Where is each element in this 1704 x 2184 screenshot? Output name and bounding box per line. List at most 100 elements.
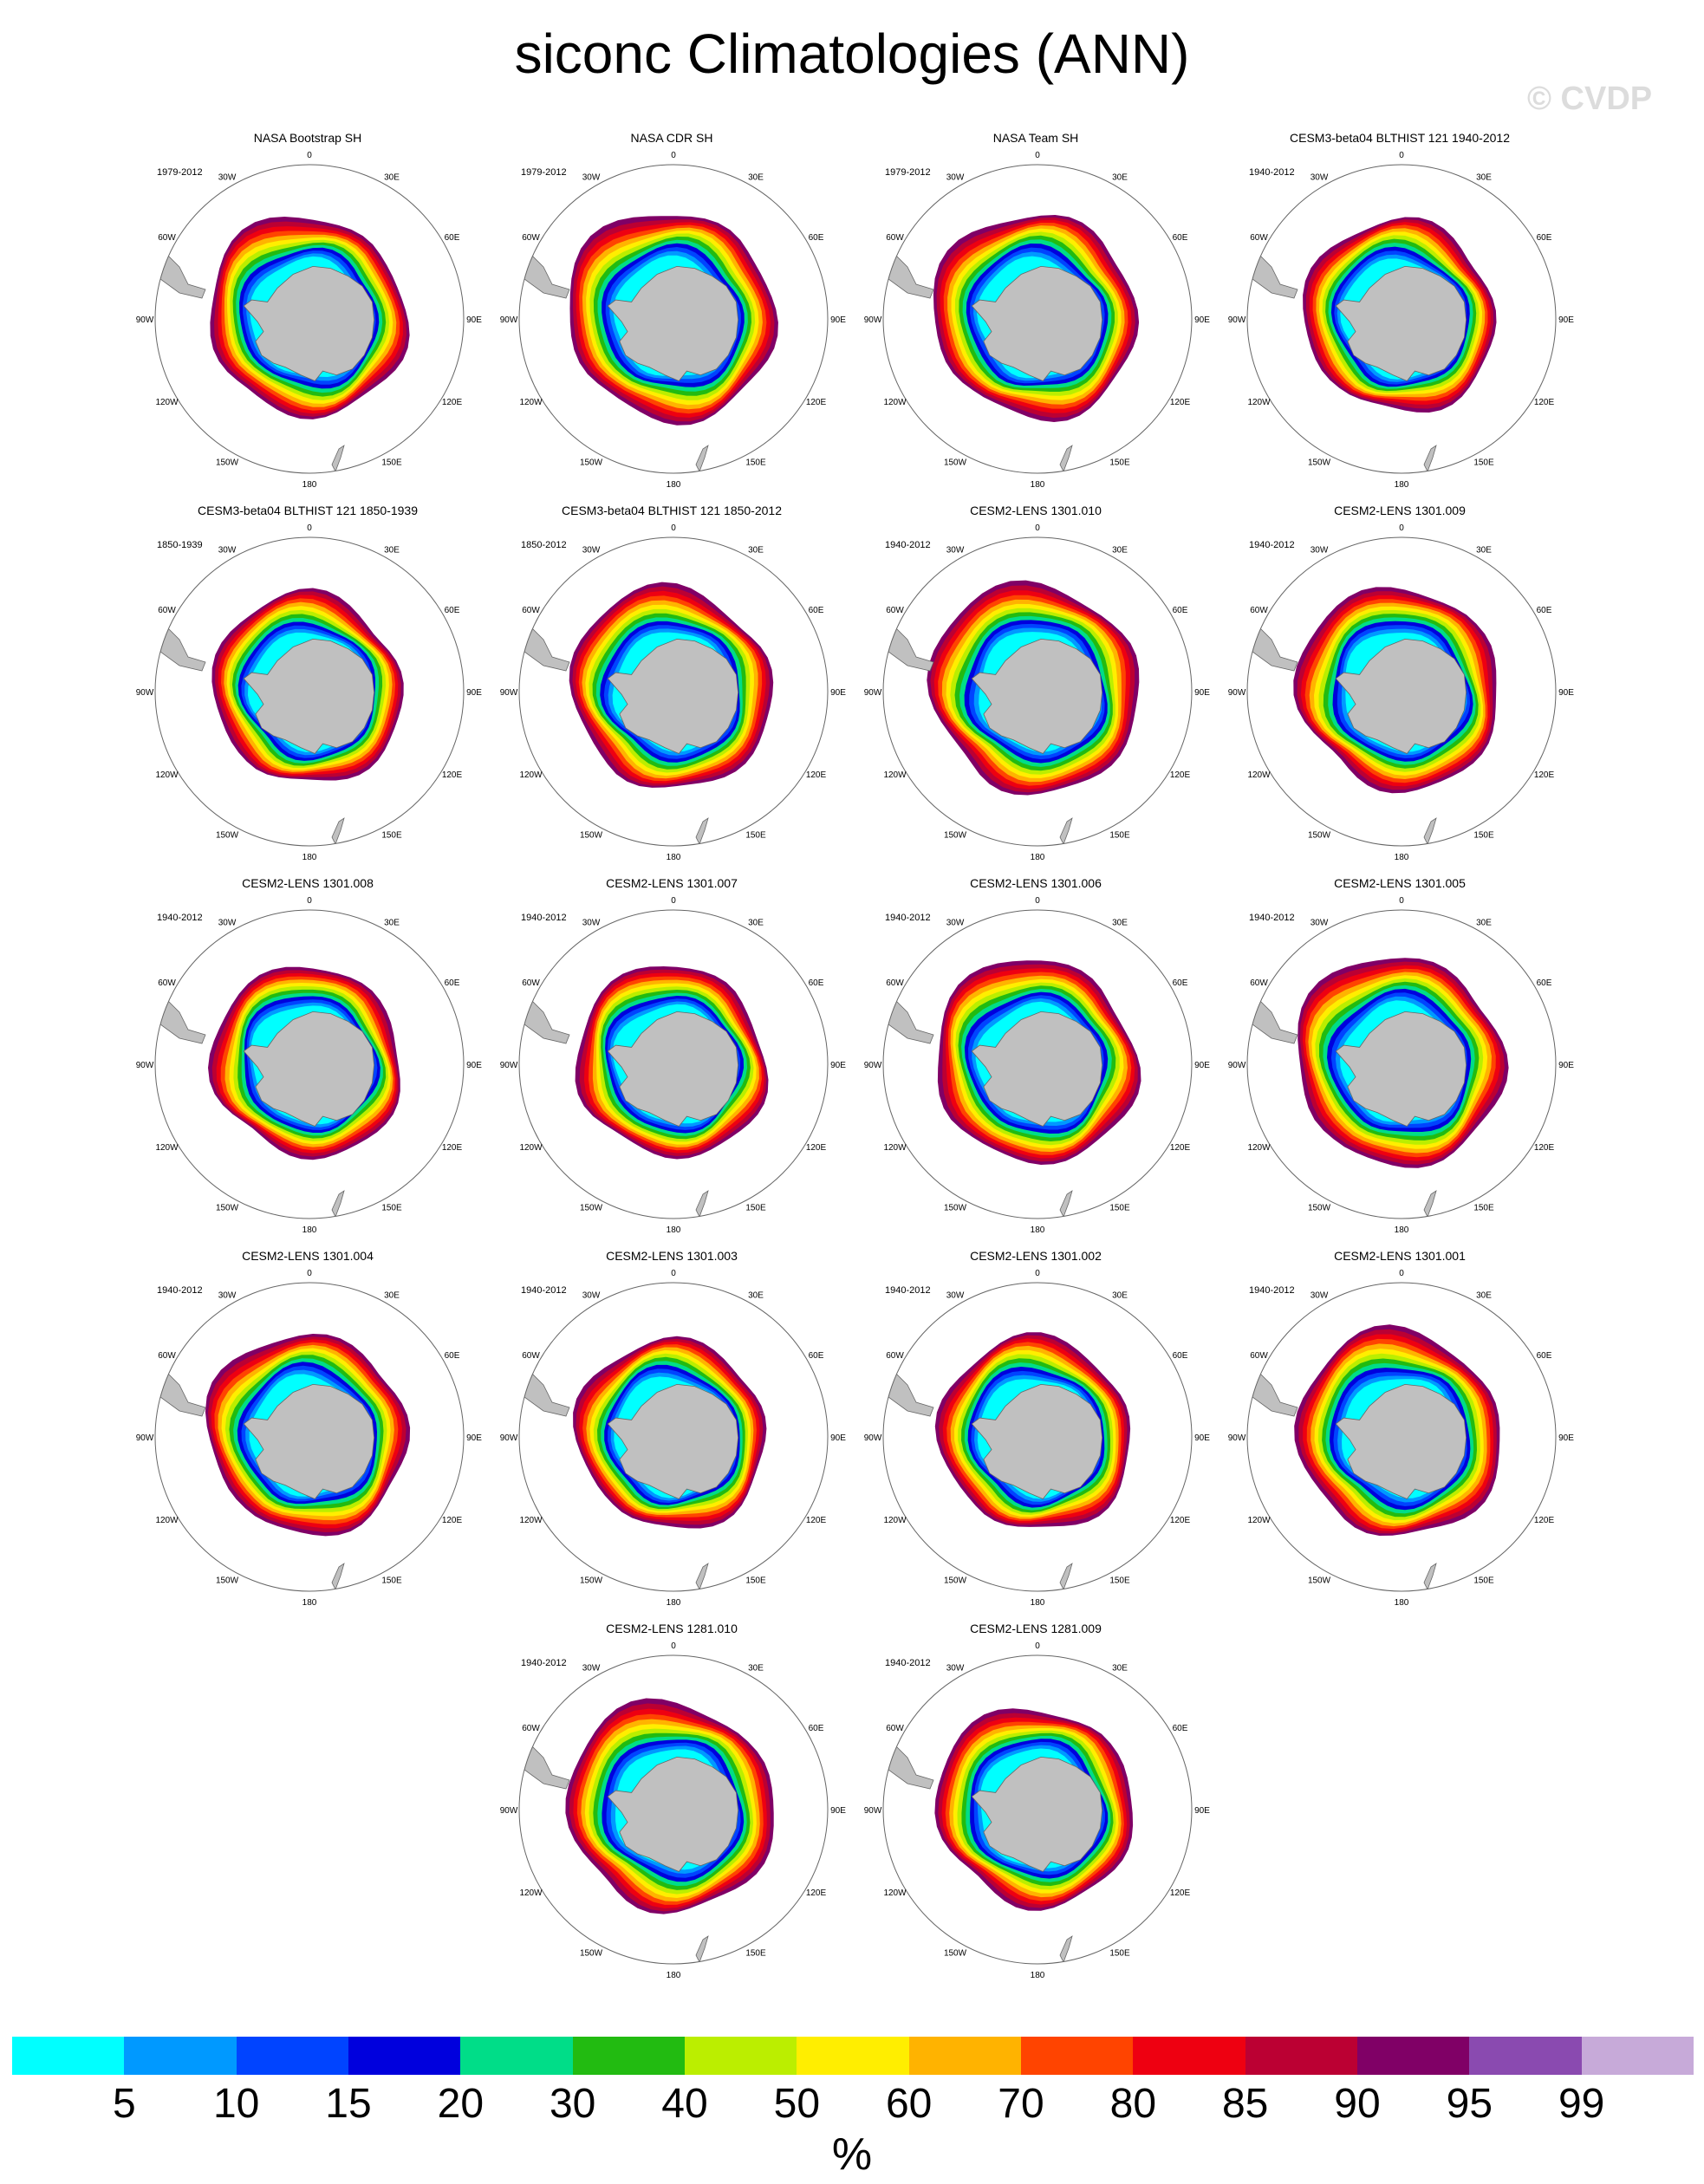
antarctica-landmass [243,638,375,754]
longitude-label: 30E [1112,919,1128,928]
longitude-label: 0 [1035,523,1040,533]
longitude-label: 30W [582,173,601,183]
longitude-label: 90E [1558,688,1574,698]
longitude-label: 120E [806,770,827,780]
longitude-label: 30W [218,173,237,183]
longitude-label: 60E [1173,606,1188,615]
longitude-label: 120E [1170,1516,1191,1525]
map-boundary [154,536,465,847]
antarctica-landmass [243,265,375,381]
longitude-label: 90W [1228,315,1246,325]
longitude-label: 30W [1311,919,1329,928]
longitude-label: 150E [745,831,766,841]
tasmania-landmass [778,1556,796,1573]
panel-period: 1940-2012 [1249,1285,1295,1296]
map-panel: CESM3-beta04 BLTHIST 121 1940-2012 1940-2… [1218,130,1582,503]
map-boundary [1246,536,1557,847]
longitude-label: 30W [946,546,965,556]
map-panel: CESM2-LENS 1301.010 1940-2012 0 30E 60E 90E 12… [854,503,1218,875]
colorbar-tick-label: 80 [1109,2081,1157,2127]
longitude-label: 90E [830,1433,846,1443]
longitude-label: 30W [218,919,237,928]
new-zealand-landmass [695,1563,709,1590]
panel-title: CESM3-beta04 BLTHIST 121 1940-2012 [1290,131,1510,145]
longitude-label: 30E [384,919,400,928]
antarctica-landmass [1335,265,1467,381]
longitude-label: 60W [522,978,540,988]
longitude-label: 120W [1247,770,1271,780]
new-zealand-landmass [695,1190,709,1218]
longitude-label: 30E [1476,546,1492,556]
panel-period: 1940-2012 [521,1285,567,1296]
longitude-label: 120E [1534,1143,1555,1153]
longitude-label: 120W [155,1143,179,1153]
map-boundary [154,1282,465,1592]
longitude-label: 180 [302,1598,317,1608]
longitude-label: 60W [522,1724,540,1733]
map-panel: CESM2-LENS 1301.003 1940-2012 0 30E 60E 90E 12… [490,1248,854,1621]
longitude-label: 180 [1031,1598,1045,1608]
longitude-label: 150E [1109,458,1130,468]
colorbar-segment [1245,2037,1358,2075]
south-america-landmass [159,1370,206,1417]
tasmania-landmass [1142,810,1160,828]
south-america-landmass [524,625,570,672]
longitude-label: 120W [1247,398,1271,407]
south-america-landmass [1252,252,1298,299]
polar-map: 0 30E 60E 90E 120E 150E 180 150W 120W 90W 60W 30W [136,523,483,862]
longitude-label: 120E [806,1143,827,1153]
longitude-label: 30E [748,1664,764,1674]
longitude-label: 30E [1112,1664,1128,1674]
longitude-label: 150W [1308,831,1331,841]
longitude-label: 30W [218,1291,237,1301]
longitude-label: 30E [1112,1291,1128,1301]
longitude-label: 0 [671,523,676,533]
map-boundary [882,536,1193,847]
longitude-label: 120W [155,770,179,780]
map-panel: CESM2-LENS 1301.005 1940-2012 0 30E 60E 90E 12… [1218,875,1582,1248]
longitude-label: 120W [883,770,907,780]
panel-title: NASA CDR SH [630,131,713,145]
antarctica-landmass [607,638,739,754]
longitude-label: 150E [381,831,402,841]
longitude-label: 30W [582,919,601,928]
map-boundary [882,1654,1193,1965]
longitude-label: 150W [580,831,603,841]
map-panel: CESM3-beta04 BLTHIST 121 1850-2012 1850-2… [490,503,854,875]
new-zealand-landmass [331,1190,345,1218]
south-america-landmass [159,625,206,672]
south-america-landmass [1252,998,1298,1044]
longitude-label: 0 [1035,1641,1040,1651]
longitude-label: 90E [1558,1433,1574,1443]
antarctica-landmass [607,1011,739,1127]
longitude-label: 150E [1473,1204,1494,1213]
colorbar-segment [348,2037,461,2075]
tasmania-landmass [1506,810,1524,828]
new-zealand-landmass [1423,817,1437,845]
longitude-label: 150W [216,1576,239,1586]
longitude-label: 30E [1476,1291,1492,1301]
new-zealand-landmass [1423,445,1437,472]
panel-period: 1940-2012 [1249,913,1295,923]
longitude-label: 180 [302,480,317,490]
longitude-label: 30E [748,1291,764,1301]
longitude-label: 0 [1399,151,1404,160]
panel-period: 1940-2012 [157,913,203,923]
map-boundary [154,164,465,474]
tasmania-landmass [778,1928,796,1946]
longitude-label: 180 [1395,853,1409,862]
map-boundary [1246,909,1557,1219]
map-panel: CESM2-LENS 1301.001 1940-2012 0 30E 60E 90E 12… [1218,1248,1582,1621]
longitude-label: 150W [944,831,967,841]
longitude-label: 30W [946,173,965,183]
longitude-label: 90E [830,688,846,698]
south-america-landmass [524,998,570,1044]
tasmania-landmass [1506,438,1524,455]
colorbar-tick-label: 20 [437,2081,485,2127]
panel-title: CESM2-LENS 1301.010 [970,504,1102,517]
longitude-label: 60W [886,1724,904,1733]
longitude-label: 90W [500,315,518,325]
panel-period: 1940-2012 [885,1285,931,1296]
new-zealand-landmass [331,1563,345,1590]
longitude-label: 0 [671,1269,676,1278]
